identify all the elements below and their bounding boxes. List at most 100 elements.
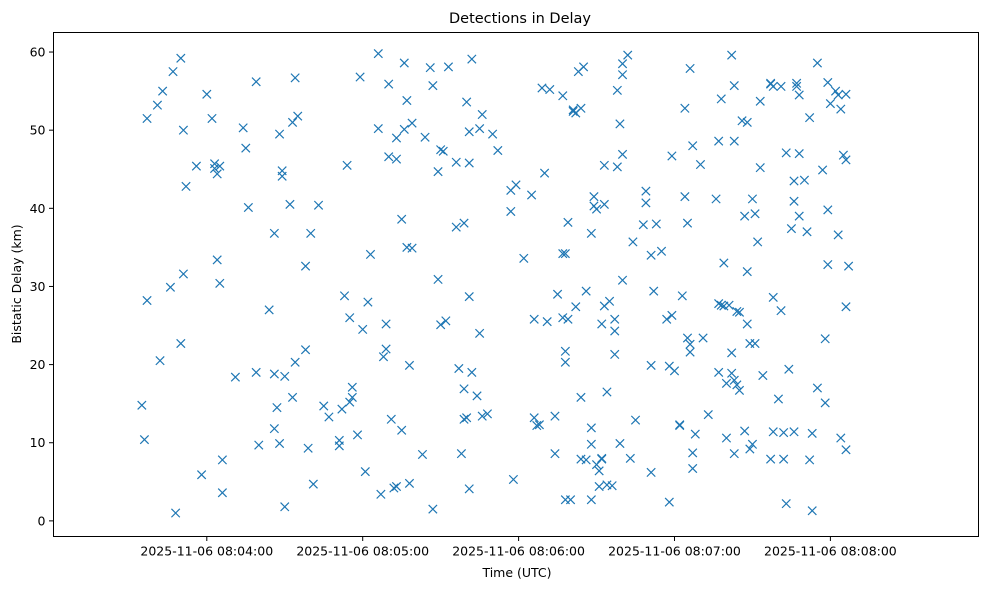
data-point-205 <box>638 220 648 230</box>
data-point-299 <box>802 227 812 237</box>
data-point-236 <box>703 409 713 420</box>
data-point-39 <box>274 438 285 449</box>
data-point-107 <box>441 316 451 326</box>
data-point-191 <box>610 349 620 360</box>
data-point-18 <box>207 113 217 124</box>
x-axis-label: Time (UTC) <box>481 565 551 580</box>
data-point-43 <box>280 371 290 381</box>
data-point-234 <box>695 159 706 170</box>
y-tick-label-1: 10 <box>30 435 46 450</box>
data-point-94 <box>404 478 415 488</box>
data-point-272 <box>755 163 765 173</box>
data-point-78 <box>381 319 391 329</box>
data-point-239 <box>714 136 724 146</box>
data-point-305 <box>812 383 823 393</box>
data-point-110 <box>451 222 461 232</box>
data-point-203 <box>628 237 638 247</box>
data-point-264 <box>742 117 752 127</box>
y-tick-label-4: 40 <box>30 201 46 216</box>
data-point-157 <box>563 314 573 324</box>
data-point-111 <box>454 363 464 374</box>
data-point-254 <box>729 81 739 91</box>
data-point-186 <box>602 387 612 397</box>
data-point-10 <box>176 53 186 63</box>
data-point-71 <box>360 467 370 477</box>
data-point-298 <box>799 175 810 185</box>
data-point-144 <box>542 316 552 327</box>
data-point-124 <box>472 391 482 401</box>
data-point-35 <box>269 228 279 238</box>
data-point-316 <box>836 104 846 114</box>
data-point-7 <box>165 282 176 292</box>
data-point-195 <box>615 119 625 129</box>
data-point-289 <box>786 224 797 234</box>
data-point-241 <box>716 300 726 310</box>
data-point-193 <box>612 162 622 172</box>
data-point-190 <box>610 326 620 336</box>
data-point-23 <box>215 278 225 288</box>
data-point-227 <box>685 63 695 74</box>
data-point-208 <box>646 250 656 260</box>
data-point-11 <box>176 338 186 349</box>
data-point-105 <box>436 145 446 155</box>
data-point-72 <box>363 297 373 307</box>
data-point-26 <box>217 455 228 465</box>
data-point-152 <box>560 249 570 259</box>
data-point-178 <box>594 466 604 476</box>
data-point-231 <box>688 448 698 458</box>
data-point-245 <box>721 378 732 388</box>
data-point-89 <box>399 58 409 68</box>
data-point-269 <box>750 209 760 219</box>
data-point-270 <box>750 338 760 349</box>
data-point-172 <box>586 228 596 238</box>
data-point-74 <box>373 48 383 59</box>
data-point-108 <box>443 62 454 72</box>
data-point-206 <box>641 186 651 196</box>
data-point-0 <box>137 400 147 410</box>
data-point-174 <box>589 191 599 202</box>
data-point-146 <box>550 411 560 421</box>
data-point-210 <box>646 467 656 478</box>
data-point-131 <box>493 145 503 156</box>
data-point-151 <box>558 249 568 259</box>
data-point-246 <box>721 433 732 443</box>
data-point-121 <box>464 291 474 302</box>
data-point-268 <box>747 194 758 204</box>
y-tick-label-2: 20 <box>30 357 46 372</box>
data-point-271 <box>753 237 763 247</box>
data-point-114 <box>459 414 469 424</box>
data-point-130 <box>487 129 498 139</box>
data-point-55 <box>308 479 318 489</box>
data-point-274 <box>758 370 768 381</box>
data-point-283 <box>776 81 786 92</box>
data-point-294 <box>791 81 802 92</box>
data-point-32 <box>251 367 261 378</box>
y-tick-label-6: 60 <box>30 45 46 60</box>
data-point-6 <box>158 86 168 96</box>
data-point-34 <box>264 305 274 315</box>
data-point-204 <box>630 415 641 425</box>
data-point-93 <box>404 360 415 370</box>
data-point-62 <box>339 291 350 301</box>
data-point-30 <box>243 202 253 213</box>
data-point-315 <box>833 230 843 240</box>
data-point-51 <box>300 345 311 355</box>
data-point-308 <box>820 334 830 344</box>
data-point-37 <box>269 369 279 379</box>
data-point-306 <box>817 165 828 175</box>
data-point-314 <box>833 90 843 100</box>
data-point-141 <box>534 420 545 430</box>
data-point-103 <box>433 274 443 285</box>
data-point-262 <box>742 319 752 329</box>
data-point-48 <box>290 73 300 83</box>
data-point-73 <box>365 249 376 260</box>
data-point-129 <box>482 409 493 419</box>
data-point-226 <box>682 218 693 228</box>
data-point-273 <box>755 96 765 106</box>
data-point-198 <box>617 275 628 285</box>
data-point-126 <box>474 328 485 338</box>
data-point-148 <box>552 289 563 299</box>
data-point-57 <box>319 401 329 411</box>
data-point-54 <box>306 228 316 238</box>
